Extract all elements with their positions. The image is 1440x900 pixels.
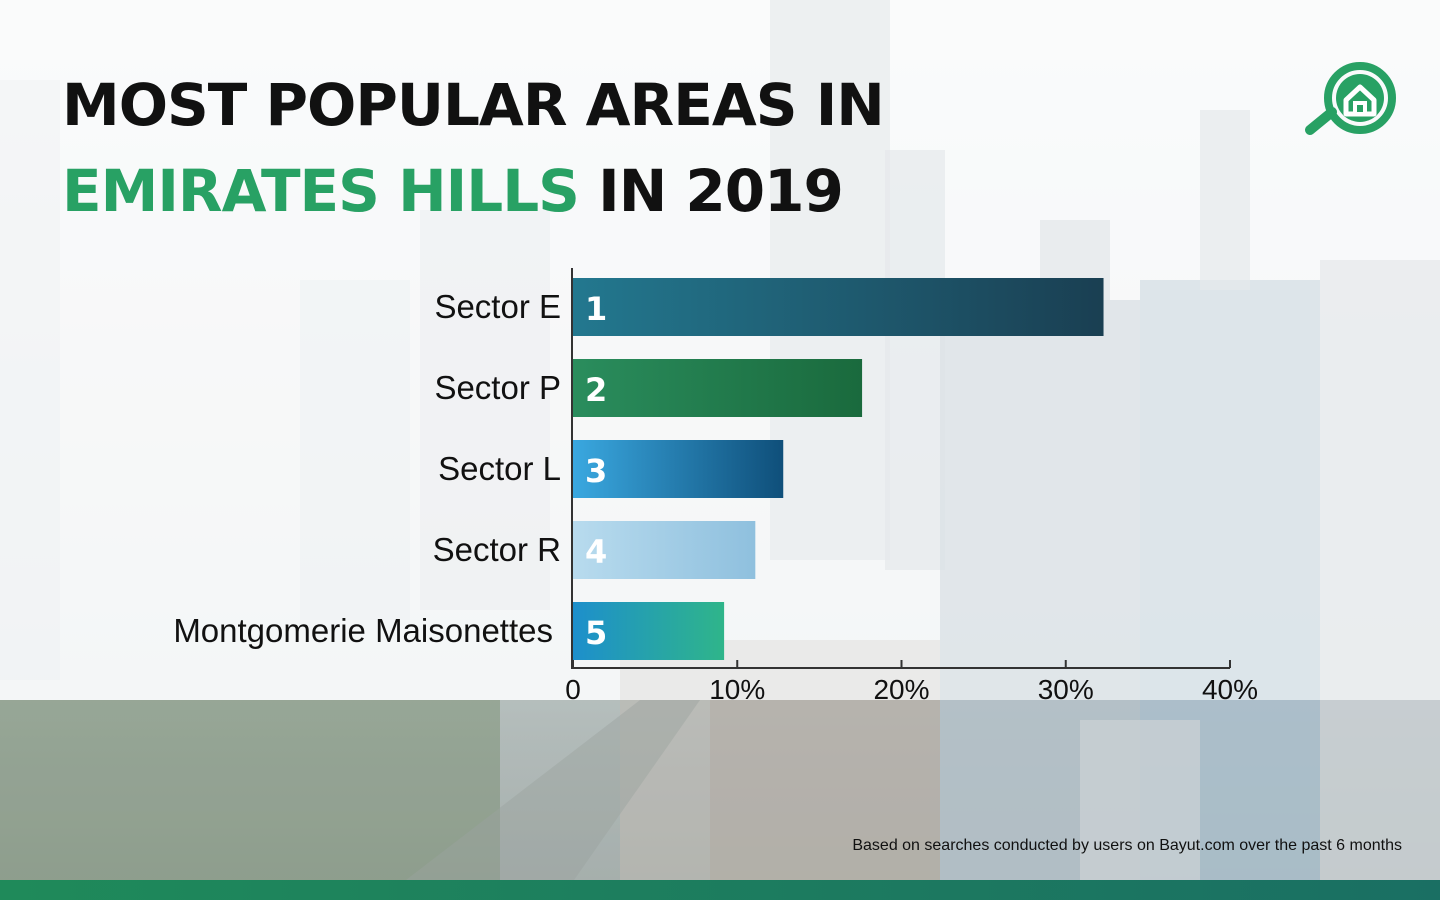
category-label: Sector R bbox=[433, 531, 561, 568]
title-line-2: EMIRATES HILLS IN 2019 bbox=[62, 148, 884, 234]
title-line-1: MOST POPULAR AREAS IN bbox=[62, 71, 885, 139]
bar bbox=[573, 521, 756, 579]
x-tick-label: 30% bbox=[1038, 674, 1094, 705]
bar bbox=[573, 359, 863, 417]
bayut-house-search-icon bbox=[1305, 62, 1396, 135]
category-label: Sector L bbox=[438, 450, 561, 487]
category-label: Montgomerie Maisonettes bbox=[173, 612, 553, 649]
bottom-bar bbox=[0, 880, 1440, 900]
x-tick-label: 0 bbox=[565, 674, 581, 705]
title-accent: EMIRATES HILLS bbox=[62, 157, 580, 225]
bar bbox=[573, 440, 784, 498]
x-tick-label: 10% bbox=[709, 674, 765, 705]
title-line-2-rest: IN 2019 bbox=[578, 157, 844, 225]
bar-rank-label: 2 bbox=[585, 371, 607, 409]
footnote: Based on searches conducted by users on … bbox=[852, 837, 1402, 854]
bar-rank-label: 3 bbox=[585, 452, 607, 490]
category-label: Sector E bbox=[434, 288, 561, 325]
x-tick-label: 20% bbox=[873, 674, 929, 705]
bar bbox=[573, 278, 1104, 336]
bayut-logo bbox=[1302, 60, 1404, 140]
page-title: MOST POPULAR AREAS IN EMIRATES HILLS IN … bbox=[62, 62, 885, 234]
x-tick-label: 40% bbox=[1202, 674, 1258, 705]
category-label: Sector P bbox=[434, 369, 561, 406]
bar-rank-label: 4 bbox=[585, 533, 607, 571]
bar-rank-label: 5 bbox=[585, 614, 607, 652]
bar-rank-label: 1 bbox=[585, 290, 607, 328]
bar bbox=[573, 602, 725, 660]
